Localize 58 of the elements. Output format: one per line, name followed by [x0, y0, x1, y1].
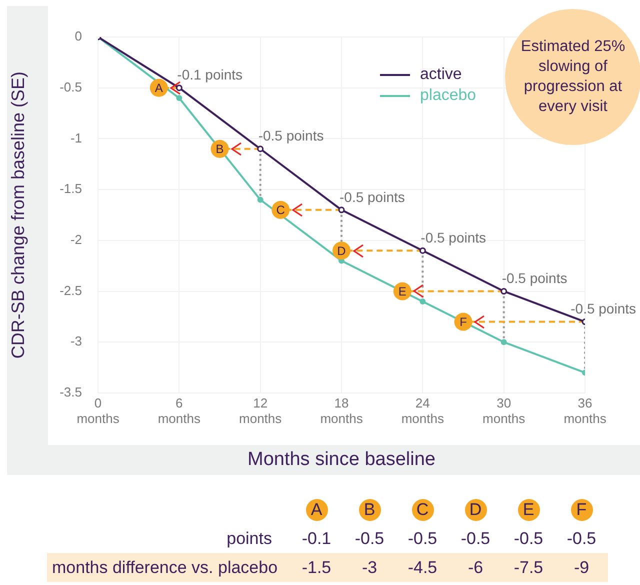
- data-label: F: [460, 315, 467, 330]
- point: [500, 339, 507, 346]
- x-axis-title: Months since baseline: [248, 448, 436, 470]
- category-label: F: [570, 498, 592, 520]
- category-label: A: [306, 498, 328, 520]
- x-tick-label: 6 months: [158, 395, 201, 426]
- point: [419, 247, 426, 254]
- annotation: -0.5 points: [570, 300, 636, 317]
- point: [257, 196, 264, 203]
- legend-label: active: [420, 66, 462, 84]
- y-tick-label: -3: [70, 334, 82, 349]
- category-label: B: [358, 498, 380, 520]
- y-tick-label: -1.5: [60, 181, 82, 196]
- y-tick-label: -1: [70, 130, 82, 146]
- data-label: -6: [449, 553, 502, 582]
- y-tick-label: 0: [74, 28, 82, 44]
- x-tick-label: 12 months: [239, 395, 282, 426]
- text: points: [226, 528, 273, 550]
- y-tick-label: -2: [70, 232, 82, 248]
- x-tick-label: 24 months: [401, 395, 444, 426]
- x-tick-label: 36 months: [564, 395, 607, 426]
- point: [420, 298, 426, 304]
- point: [500, 288, 508, 295]
- data-label: -0.5: [354, 528, 386, 550]
- category-label: C: [412, 498, 434, 520]
- data-label: A: [154, 81, 163, 96]
- point: [176, 84, 182, 92]
- data-label: -0.1: [300, 528, 332, 550]
- data-label: C: [276, 203, 286, 218]
- annotation: -0.1 points: [177, 66, 243, 83]
- data-label: -3: [343, 553, 396, 582]
- data-label: B: [216, 142, 224, 156]
- annotation: -0.5 points: [258, 128, 324, 144]
- data-label: -0.5: [406, 528, 438, 550]
- data-label: -7.5: [502, 553, 555, 582]
- data-label: E: [398, 284, 406, 299]
- x-tick-label: 30 months: [482, 395, 526, 426]
- series-label: months difference vs. placebo: [47, 553, 290, 582]
- data-label: -0.5: [460, 528, 492, 550]
- data-label: -0.5: [566, 528, 598, 550]
- category-label: E: [518, 498, 540, 520]
- y-axis-title: CDR-SB change from baseline (SE): [8, 71, 28, 359]
- annotation: -0.5 points: [420, 229, 486, 246]
- category-label: D: [464, 498, 486, 520]
- data-label: -4.5: [396, 553, 449, 582]
- annotation: -0.5 points: [340, 188, 405, 205]
- data-label: -9: [555, 553, 608, 582]
- data-label: -1.5: [290, 553, 343, 582]
- x-tick-label: 18 months: [320, 395, 364, 426]
- data-label: D: [337, 244, 346, 258]
- point: [257, 146, 264, 152]
- data-label: -0.5: [512, 528, 544, 550]
- y-tick-label: -2.5: [60, 282, 82, 298]
- point: [338, 206, 345, 214]
- point: [176, 95, 182, 102]
- annotation: -0.5 points: [502, 270, 568, 286]
- y-tick-label: -0.5: [60, 79, 82, 94]
- legend-label: placebo: [420, 87, 476, 105]
